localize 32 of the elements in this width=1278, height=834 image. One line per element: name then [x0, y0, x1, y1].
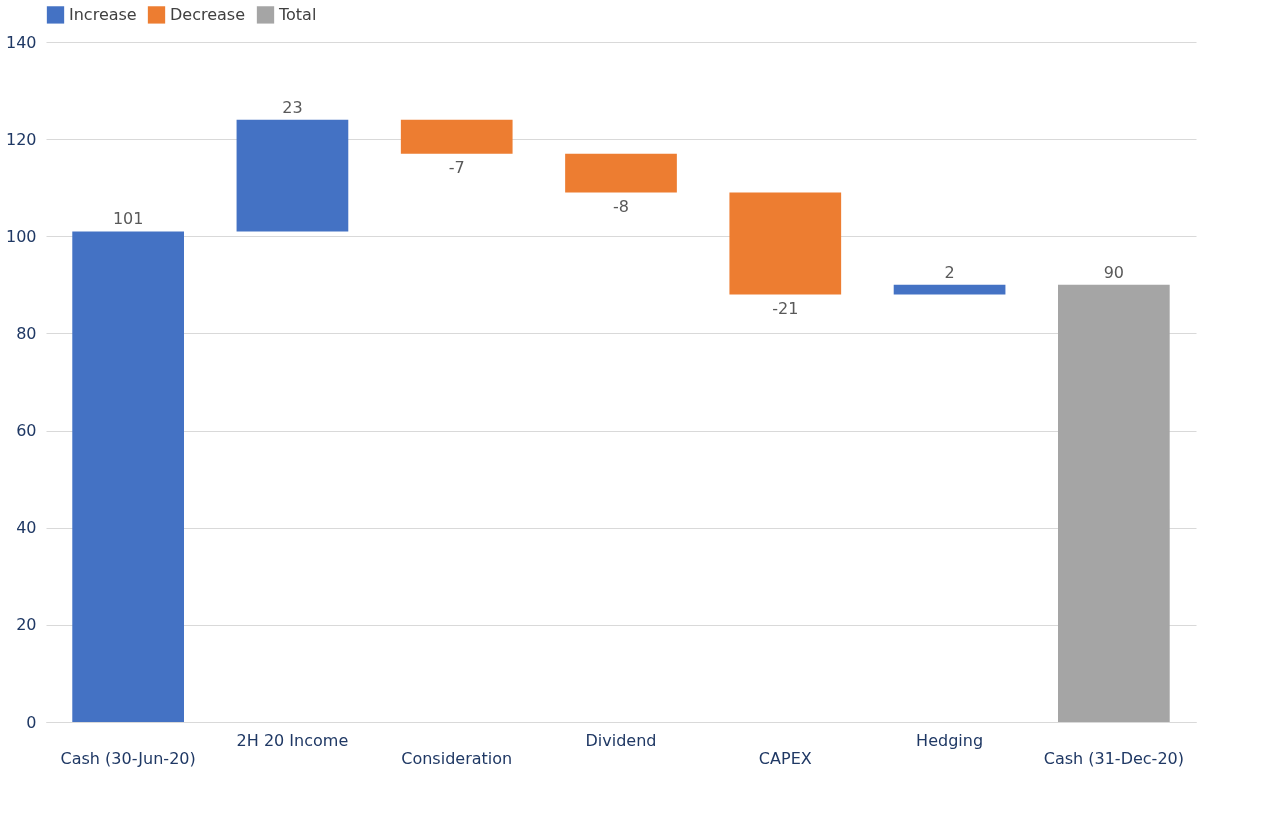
data-label: 23 [282, 97, 303, 117]
bar [72, 231, 184, 722]
bar [729, 192, 842, 295]
bar [236, 119, 349, 232]
y-tick-label: 120 [5, 129, 37, 149]
x-tick-label: Dividend [585, 730, 657, 750]
y-tick-label: 20 [16, 615, 37, 635]
data-label: -7 [448, 157, 465, 177]
data-label: -8 [613, 196, 629, 216]
data-label: 90 [1103, 262, 1125, 282]
data-label: 2 [944, 262, 955, 282]
data-label: 101 [112, 209, 144, 229]
x-tick-label: Consideration [401, 748, 513, 768]
x-tick-label: Cash (30-Jun-20) [60, 748, 196, 768]
y-tick-label: 40 [16, 518, 37, 538]
y-tick-label: 140 [5, 32, 37, 52]
bar [1058, 284, 1170, 722]
bar [893, 284, 1006, 295]
x-tick-label: Hedging [916, 730, 984, 750]
x-tick-label: Cash (31-Dec-20) [1043, 748, 1184, 768]
legend-label: Total [278, 4, 317, 24]
bar [400, 119, 513, 154]
x-tick-label: 2H 20 Income [236, 730, 349, 750]
data-label: -21 [772, 298, 799, 318]
y-tick-label: 80 [16, 323, 37, 343]
x-tick-label: CAPEX [758, 748, 812, 768]
legend-label: Increase [69, 4, 137, 24]
y-tick-label: 0 [26, 712, 37, 732]
y-tick-label: 60 [16, 421, 37, 441]
legend-label: Decrease [170, 4, 246, 24]
y-tick-label: 100 [5, 226, 37, 246]
bar [565, 153, 677, 193]
